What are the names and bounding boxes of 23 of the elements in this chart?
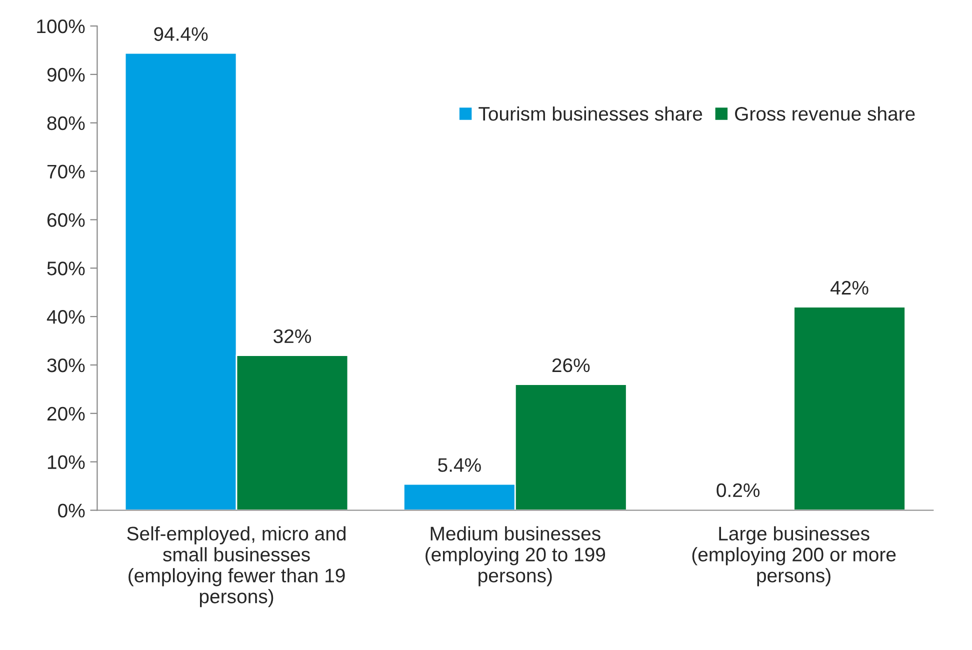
y-tick-label: 10%: [48, 455, 85, 470]
x-tick-label: Medium businesses (employing 20 to 199 persons): [426, 526, 606, 586]
y-tick-label: 60%: [47, 213, 85, 227]
data-label: 0.2%: [716, 483, 760, 498]
data-label: 94.4%: [154, 27, 208, 41]
bar: [793, 306, 906, 510]
x-tick-label: Self-employed, micro and small businesses (employing fewer than 19 persons): [127, 526, 346, 608]
data-label: 5.4%: [438, 458, 481, 472]
legend-label: Tourism businesses share: [478, 106, 702, 121]
y-tick-label: 90%: [47, 68, 85, 82]
y-tick-label: 100%: [37, 19, 85, 34]
legend-label: Gross revenue share: [735, 106, 915, 121]
y-tick-label: 0%: [58, 504, 85, 518]
y-tick-label: 20%: [47, 406, 85, 421]
data-label: 26%: [552, 358, 590, 372]
data-label: 32%: [274, 329, 312, 344]
y-tick-label: 30%: [47, 358, 85, 372]
y-tick-label: 80%: [47, 116, 85, 130]
data-label: 42%: [830, 280, 868, 295]
y-tick-label: 70%: [47, 164, 85, 179]
y-tick-label: 50%: [47, 262, 85, 276]
x-tick-label: Large businesses (employing 200 or more persons): [692, 526, 896, 586]
y-tick-label: 40%: [46, 310, 85, 324]
